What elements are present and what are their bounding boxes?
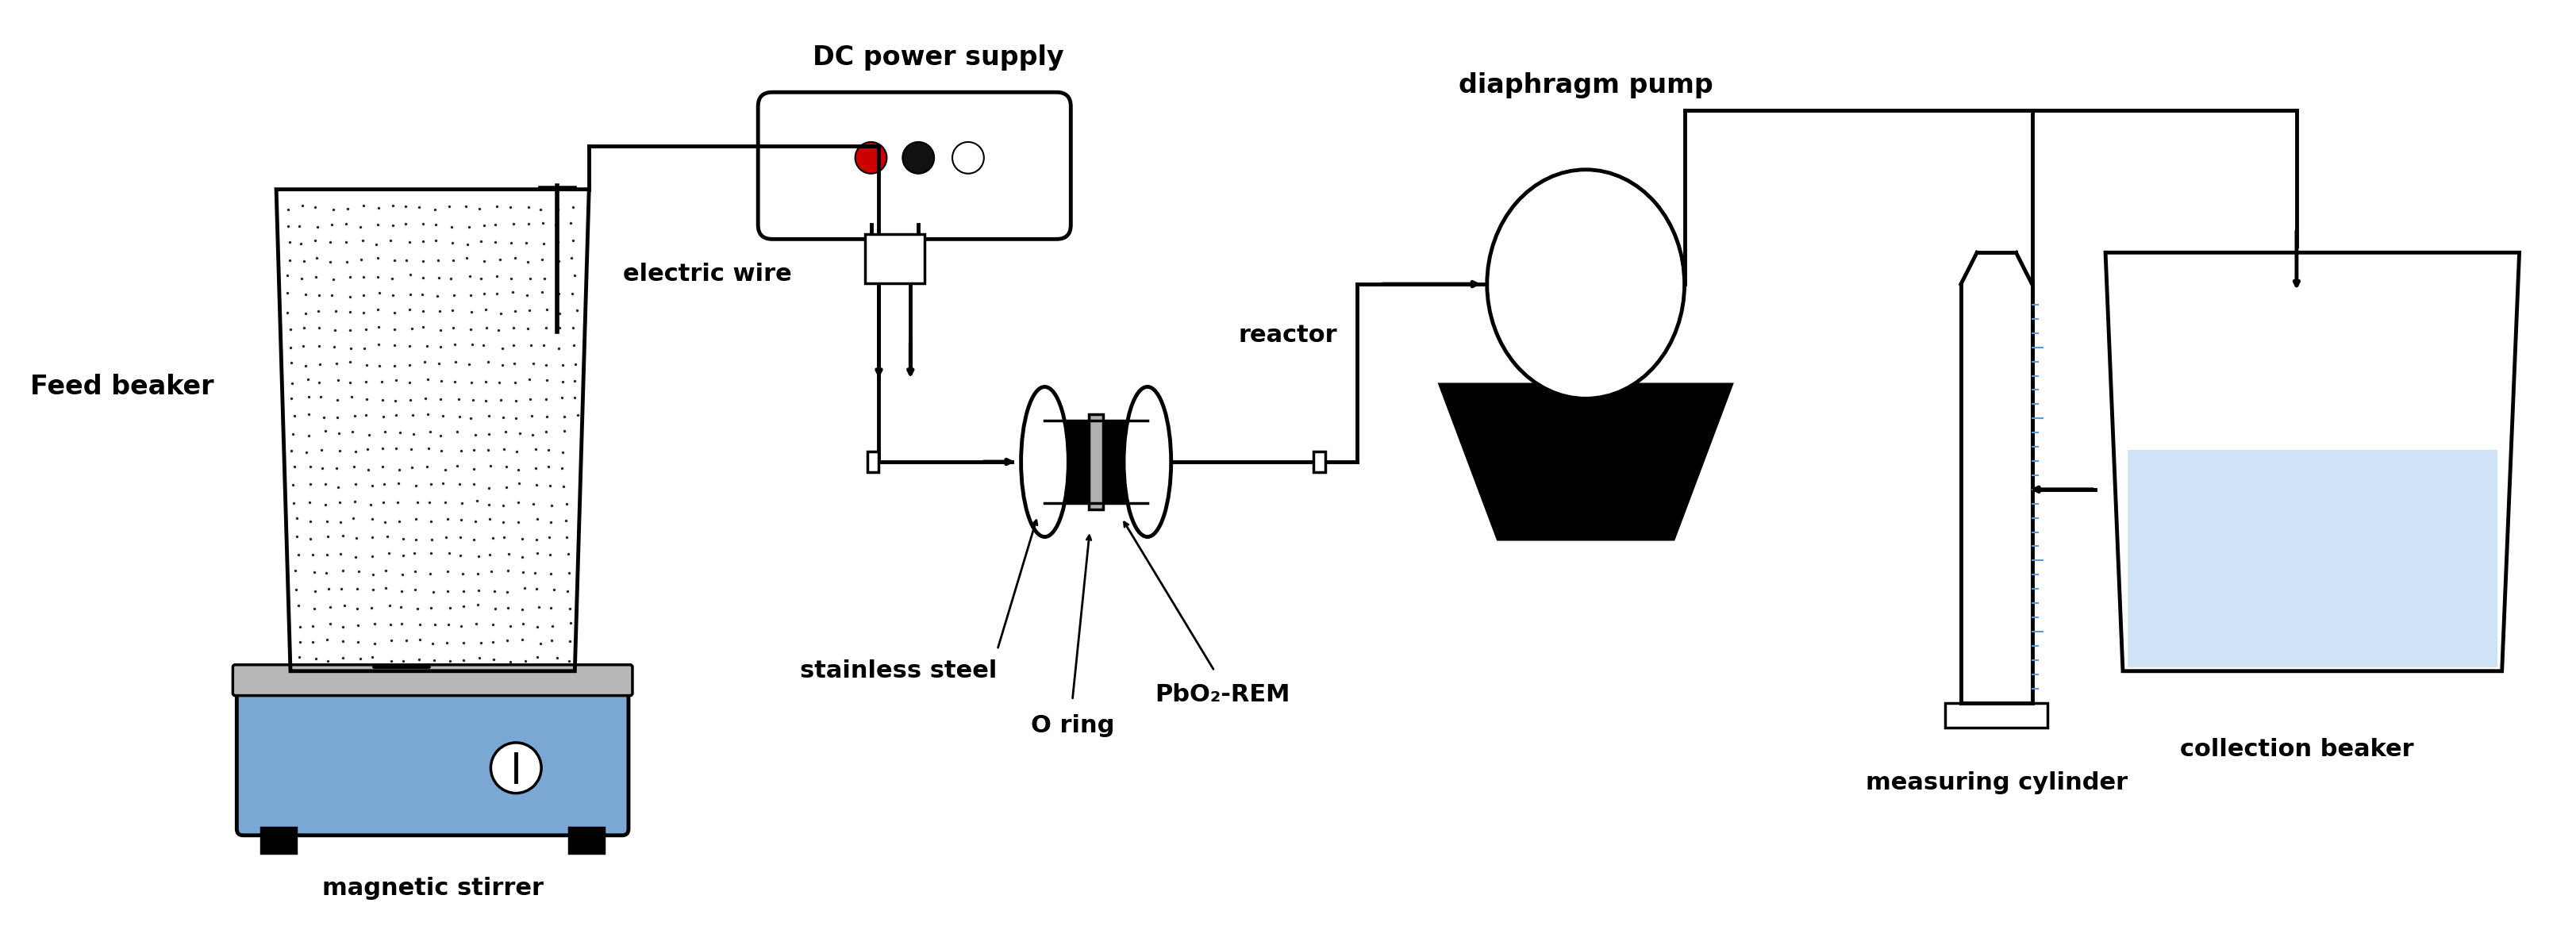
Circle shape — [492, 743, 541, 794]
Bar — [1090, 415, 1103, 509]
Circle shape — [902, 142, 935, 173]
FancyBboxPatch shape — [757, 93, 1072, 239]
Text: stainless steel: stainless steel — [801, 659, 997, 682]
Text: O ring: O ring — [1030, 715, 1115, 737]
Polygon shape — [2128, 450, 2496, 667]
Text: DC power supply: DC power supply — [811, 44, 1064, 71]
Ellipse shape — [1123, 387, 1172, 537]
Text: measuring cylinder: measuring cylinder — [1865, 771, 2128, 795]
Circle shape — [855, 142, 886, 173]
FancyBboxPatch shape — [237, 687, 629, 835]
Bar — [1945, 703, 2048, 728]
Bar — [569, 828, 603, 853]
Text: collection beaker: collection beaker — [2179, 738, 2414, 761]
Text: Feed beaker: Feed beaker — [31, 374, 214, 400]
Bar — [866, 234, 925, 283]
Circle shape — [953, 142, 984, 173]
Text: magnetic stirrer: magnetic stirrer — [322, 876, 544, 899]
Ellipse shape — [1486, 169, 1685, 398]
Text: reactor: reactor — [1239, 324, 1337, 347]
Polygon shape — [1437, 382, 1734, 541]
Text: PbO₂-REM: PbO₂-REM — [1154, 683, 1291, 706]
Text: diaphragm pump: diaphragm pump — [1458, 72, 1713, 98]
FancyBboxPatch shape — [232, 665, 634, 695]
Bar — [260, 828, 296, 853]
Ellipse shape — [1020, 387, 1069, 537]
Text: electric wire: electric wire — [623, 262, 791, 285]
Bar — [1314, 452, 1324, 472]
Bar — [1046, 420, 1146, 503]
Bar — [868, 452, 878, 472]
